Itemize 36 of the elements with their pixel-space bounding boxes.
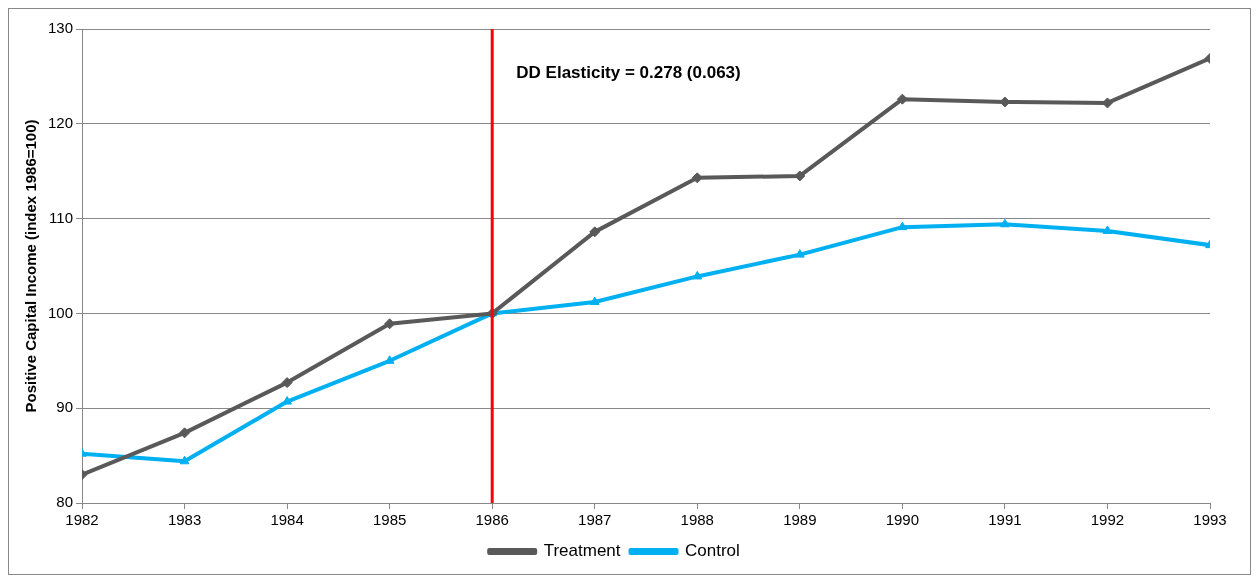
point (691, 172, 703, 184)
point (1000, 218, 1010, 228)
point (282, 396, 292, 405)
point (179, 455, 190, 465)
x-tick-label: 1987 (578, 511, 612, 529)
y-tick-label: 130 (48, 19, 74, 37)
x-tick-label: 1986 (475, 511, 509, 529)
x-tick-label: 1984 (270, 511, 304, 529)
x-tick-label: 1988 (680, 511, 714, 529)
point (794, 170, 806, 182)
point (1102, 225, 1113, 234)
x-tick-label: 1982 (65, 511, 99, 529)
point (692, 270, 703, 280)
y-tick-label: 80 (56, 493, 74, 511)
y-axis-title: Positive Capital Income (index 1986=100) (22, 119, 40, 413)
x-tick-label: 1990 (885, 511, 920, 529)
legend-label: Control (685, 541, 740, 561)
point (589, 296, 600, 306)
point (589, 226, 601, 238)
x-tick-label: 1985 (372, 511, 407, 529)
x-tick-label: 1989 (783, 511, 817, 529)
annotation: DD Elasticity = 0.278 (0.063) (516, 62, 741, 82)
point (179, 427, 191, 439)
point (897, 221, 908, 231)
x-tick-label: 1993 (1193, 511, 1227, 529)
point (795, 249, 805, 258)
x-tick-label: 1991 (988, 511, 1022, 529)
y-tick-label: 90 (56, 398, 74, 416)
legend-label: Treatment (543, 541, 621, 561)
x-tick-label: 1992 (1090, 511, 1125, 529)
y-tick-label: 110 (49, 208, 74, 226)
y-tick-label: 120 (48, 113, 74, 131)
point (281, 377, 293, 389)
y-tick-label: 100 (48, 303, 74, 321)
point (896, 93, 908, 105)
x-tick-label: 1983 (167, 511, 202, 529)
